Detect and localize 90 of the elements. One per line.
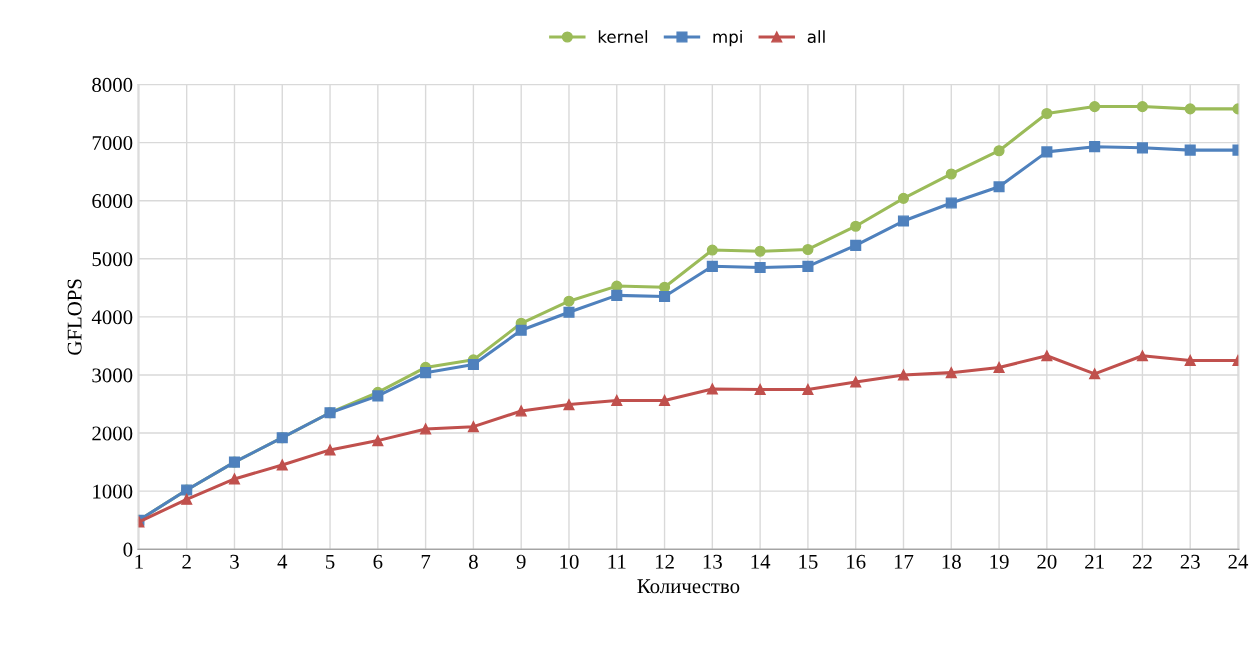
y-axis-title: GFLOPS — [67, 279, 82, 355]
point — [897, 192, 910, 204]
y-tick-label: 5000 — [92, 252, 133, 267]
y-tick-label: 2000 — [92, 426, 133, 441]
x-tick-label: 14 — [751, 554, 771, 569]
x-tick-label: 13 — [703, 554, 722, 569]
point — [1136, 101, 1148, 113]
x-tick-label: 2 — [182, 554, 191, 569]
point — [1089, 368, 1101, 380]
point — [563, 399, 575, 411]
x-tick-label: 11 — [608, 554, 626, 569]
x-tick-label: 19 — [990, 554, 1009, 569]
point — [802, 243, 814, 256]
point — [897, 369, 910, 381]
point — [611, 394, 623, 407]
x-tick-label: 17 — [894, 554, 914, 569]
point — [1041, 350, 1053, 362]
point — [181, 493, 193, 505]
point — [993, 145, 1005, 157]
x-tick-label: 22 — [1132, 554, 1152, 569]
point — [1041, 146, 1053, 158]
x-tick-label: 5 — [326, 554, 335, 569]
point — [706, 383, 718, 395]
point — [993, 361, 1005, 373]
point — [802, 260, 814, 272]
point — [850, 220, 862, 232]
point — [754, 245, 766, 257]
x-tick-label: 4 — [277, 554, 288, 569]
point — [993, 181, 1005, 193]
point — [515, 324, 527, 336]
point — [1041, 107, 1053, 120]
point — [1184, 354, 1196, 367]
point — [1136, 142, 1148, 154]
y-tick-label: 6000 — [92, 194, 133, 209]
x-axis-title: Количество — [637, 579, 740, 594]
x-tick-label: 20 — [1037, 554, 1057, 569]
y-tick-label: 3000 — [92, 368, 133, 383]
x-tick-label: 16 — [847, 554, 866, 569]
point — [228, 473, 241, 485]
point — [754, 383, 766, 396]
y-tick-label: 8000 — [92, 77, 133, 92]
point — [945, 168, 957, 180]
point — [467, 358, 479, 371]
point — [372, 390, 384, 402]
x-tick-label: 24 — [1228, 554, 1249, 569]
legend-label: kernel — [598, 30, 648, 44]
x-tick-label: 21 — [1085, 554, 1104, 569]
x-tick-label: 3 — [230, 554, 239, 569]
point — [372, 435, 384, 447]
point — [1136, 350, 1148, 362]
x-tick-label: 18 — [942, 554, 961, 569]
x-tick-label: 6 — [373, 554, 383, 569]
y-tick-label: 4000 — [91, 310, 133, 325]
point — [754, 261, 766, 274]
point — [563, 306, 575, 318]
x-tick-label: 15 — [799, 554, 818, 569]
y-tick-label: 7000 — [92, 135, 133, 151]
point — [945, 197, 957, 209]
point — [563, 295, 575, 307]
x-tick-label: 1 — [135, 554, 143, 569]
point — [897, 215, 910, 227]
point — [706, 244, 718, 256]
point — [1184, 103, 1196, 115]
x-tick-label: 10 — [560, 554, 579, 569]
legend-label: all — [807, 30, 825, 44]
point — [1089, 101, 1101, 113]
point — [1184, 144, 1196, 156]
y-tick-label: 1000 — [93, 484, 133, 499]
point — [515, 405, 527, 417]
point — [324, 444, 336, 456]
point — [945, 367, 957, 379]
x-tick-label: 23 — [1180, 554, 1200, 569]
point — [420, 423, 432, 435]
point — [802, 383, 814, 396]
x-tick-label: 12 — [655, 554, 674, 569]
point — [276, 459, 288, 471]
point — [850, 239, 862, 251]
point — [706, 260, 718, 272]
y-tick-label: 0 — [123, 542, 133, 557]
x-tick-label: 9 — [516, 554, 526, 569]
x-tick-label: 7 — [421, 554, 431, 569]
point — [658, 394, 671, 407]
point — [850, 376, 862, 388]
point — [467, 421, 479, 433]
legend-label: mpi — [713, 30, 742, 47]
point — [611, 289, 623, 301]
point — [1089, 141, 1101, 153]
point — [420, 367, 432, 379]
x-tick-label: 8 — [468, 554, 478, 569]
point — [658, 290, 671, 303]
